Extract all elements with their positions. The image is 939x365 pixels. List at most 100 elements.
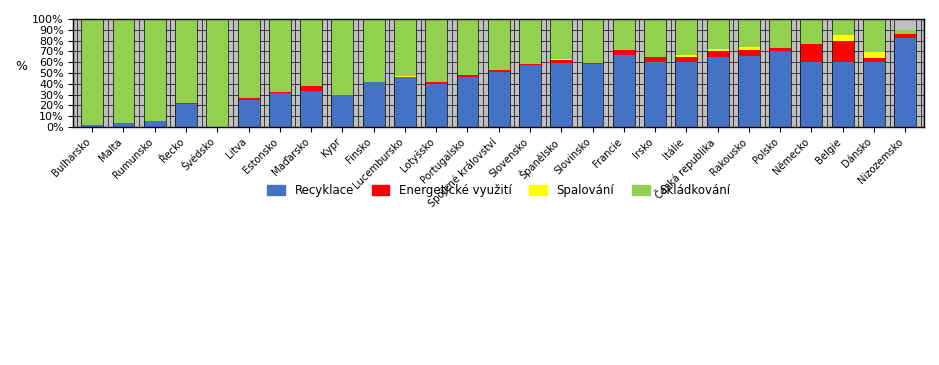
- Bar: [487, 19, 510, 70]
- Bar: [738, 19, 760, 127]
- Bar: [300, 19, 322, 86]
- Bar: [800, 19, 823, 127]
- Bar: [550, 19, 572, 127]
- Bar: [144, 19, 165, 127]
- Bar: [175, 103, 197, 104]
- Bar: [113, 20, 134, 123]
- Bar: [207, 19, 228, 127]
- Bar: [269, 19, 291, 92]
- Bar: [394, 77, 416, 127]
- Bar: [113, 123, 134, 127]
- Bar: [644, 57, 666, 62]
- Bar: [519, 19, 541, 64]
- Bar: [331, 95, 353, 127]
- Bar: [425, 81, 447, 84]
- Bar: [613, 19, 635, 127]
- Bar: [425, 19, 447, 127]
- Bar: [613, 55, 635, 127]
- Bar: [675, 57, 698, 62]
- Bar: [863, 62, 885, 127]
- Bar: [581, 64, 604, 127]
- Bar: [675, 19, 698, 55]
- Bar: [144, 122, 165, 127]
- Bar: [707, 19, 729, 127]
- Bar: [300, 19, 322, 127]
- Bar: [644, 19, 666, 57]
- Bar: [832, 35, 854, 41]
- Bar: [550, 63, 572, 127]
- Bar: [82, 19, 103, 127]
- Bar: [456, 77, 478, 127]
- Bar: [425, 19, 447, 81]
- Bar: [800, 19, 823, 44]
- Bar: [863, 58, 885, 62]
- Bar: [394, 19, 416, 76]
- Bar: [738, 47, 760, 50]
- Bar: [581, 19, 604, 63]
- Bar: [487, 72, 510, 127]
- Bar: [800, 62, 823, 127]
- Bar: [894, 38, 916, 127]
- Bar: [707, 19, 729, 49]
- Bar: [894, 30, 916, 34]
- Bar: [175, 104, 197, 127]
- Bar: [894, 19, 916, 30]
- Bar: [863, 53, 885, 58]
- Bar: [144, 20, 165, 122]
- Bar: [519, 19, 541, 127]
- Bar: [456, 75, 478, 77]
- Bar: [863, 19, 885, 53]
- Bar: [550, 60, 572, 63]
- Bar: [82, 125, 103, 127]
- Bar: [331, 19, 353, 127]
- Bar: [550, 19, 572, 59]
- Bar: [238, 100, 259, 127]
- Bar: [269, 19, 291, 127]
- Bar: [394, 76, 416, 77]
- Bar: [175, 19, 197, 103]
- Bar: [456, 19, 478, 75]
- Bar: [675, 55, 698, 57]
- Bar: [832, 19, 854, 127]
- Bar: [82, 19, 103, 20]
- Bar: [238, 98, 259, 100]
- Legend: Recyklace, Energetické využití, Spalování, Skládkování: Recyklace, Energetické využití, Spalován…: [263, 180, 735, 202]
- Bar: [238, 19, 259, 98]
- Bar: [425, 84, 447, 127]
- Bar: [456, 19, 478, 127]
- Bar: [769, 48, 791, 51]
- Bar: [519, 64, 541, 65]
- Bar: [832, 62, 854, 127]
- Bar: [82, 20, 103, 125]
- Bar: [113, 19, 134, 127]
- Bar: [269, 93, 291, 127]
- Bar: [581, 63, 604, 64]
- Y-axis label: %: %: [15, 60, 27, 73]
- Bar: [207, 19, 228, 127]
- Bar: [707, 51, 729, 57]
- Bar: [738, 19, 760, 47]
- Bar: [113, 19, 134, 20]
- Bar: [175, 19, 197, 127]
- Bar: [362, 81, 385, 127]
- Bar: [800, 44, 823, 62]
- Bar: [300, 86, 322, 91]
- Bar: [738, 50, 760, 56]
- Bar: [894, 19, 916, 127]
- Bar: [644, 62, 666, 127]
- Bar: [675, 19, 698, 127]
- Bar: [581, 19, 604, 127]
- Bar: [863, 19, 885, 127]
- Bar: [675, 62, 698, 127]
- Bar: [832, 41, 854, 62]
- Bar: [644, 19, 666, 127]
- Bar: [707, 49, 729, 51]
- Bar: [487, 70, 510, 72]
- Bar: [707, 57, 729, 127]
- Bar: [238, 19, 259, 127]
- Bar: [144, 19, 165, 20]
- Bar: [331, 19, 353, 95]
- Bar: [487, 19, 510, 127]
- Bar: [519, 65, 541, 127]
- Bar: [769, 51, 791, 127]
